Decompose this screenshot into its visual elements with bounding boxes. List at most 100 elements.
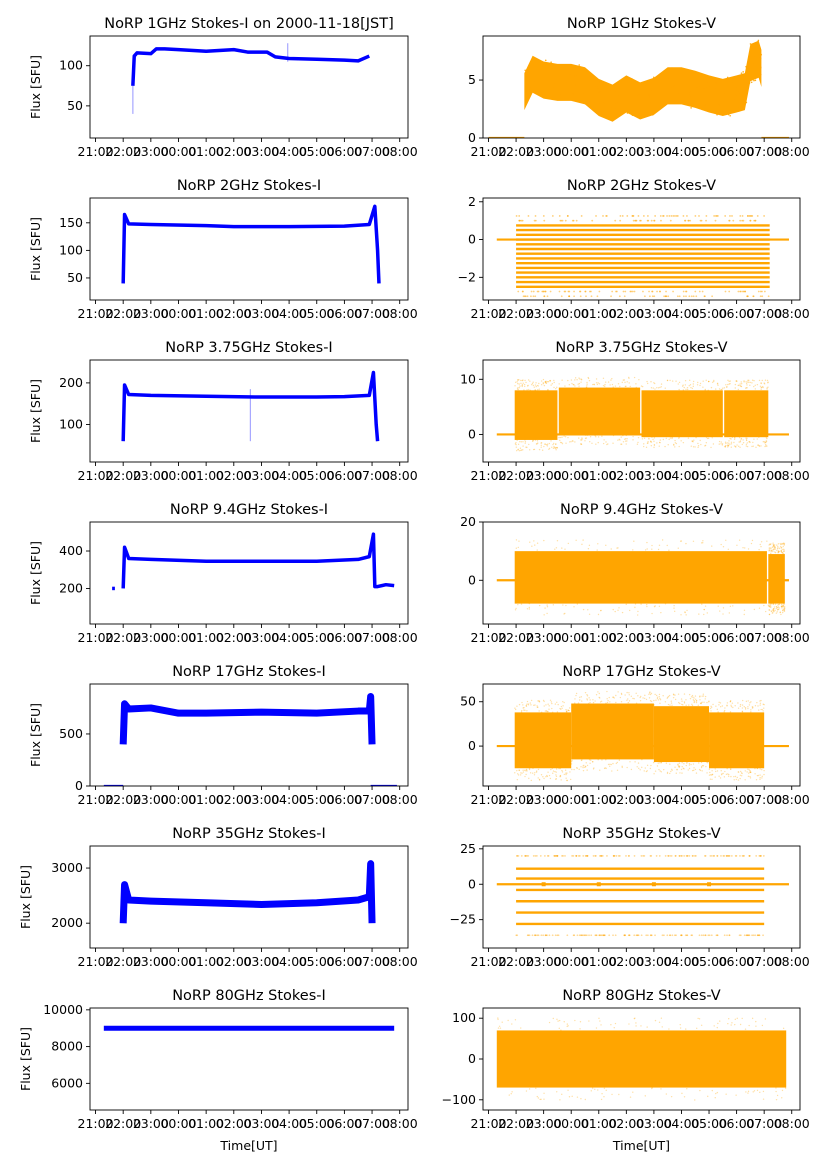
data-point (678, 701, 680, 704)
data-point (697, 704, 700, 706)
data-point (710, 706, 713, 708)
data-point (656, 696, 659, 699)
data-point (774, 603, 777, 605)
data-point (586, 381, 588, 384)
data-point (682, 290, 685, 293)
data-point (637, 94, 640, 97)
data-point (615, 290, 617, 293)
data-point (616, 547, 618, 549)
chart-title: NoRP 80GHz Stokes-I (172, 988, 326, 1004)
data-point (589, 440, 591, 443)
data-point (719, 777, 722, 779)
data-point (658, 544, 661, 547)
data-point (561, 379, 563, 381)
data-point (609, 701, 611, 703)
data-line (119, 692, 376, 745)
data-point (635, 1022, 637, 1024)
data-point (528, 443, 530, 446)
data-point (543, 700, 545, 703)
data-point (597, 436, 600, 438)
data-point (693, 100, 695, 103)
data-point (515, 444, 517, 446)
data-point (525, 705, 528, 707)
data-point (614, 219, 617, 222)
data-point (783, 544, 785, 546)
data-point (558, 93, 561, 96)
data-point (768, 609, 771, 611)
data-point (531, 545, 533, 547)
data-point (783, 543, 785, 545)
data-point (775, 607, 777, 610)
data-point (648, 290, 650, 293)
data-point (526, 85, 528, 88)
data-point (576, 70, 579, 73)
data-point (737, 707, 740, 709)
data-point (620, 443, 623, 445)
data-point (648, 295, 651, 298)
data-point (632, 1091, 634, 1093)
data-point (623, 934, 626, 937)
data-point (730, 89, 732, 92)
y-tick-label: 100 (59, 242, 83, 257)
data-point (730, 441, 733, 443)
data-point (758, 379, 761, 382)
data-point (670, 702, 673, 704)
data-point (556, 447, 558, 449)
data-point (553, 379, 555, 382)
data-point (766, 540, 768, 542)
data-point (528, 65, 530, 68)
noise-block (724, 390, 769, 438)
x-tick-label: 23:00 (133, 630, 169, 645)
data-point (556, 711, 559, 713)
data-point (756, 701, 758, 704)
data-point (671, 67, 673, 69)
data-point (706, 437, 709, 440)
data-point (536, 290, 539, 293)
data-point (702, 765, 705, 767)
data-point (739, 385, 742, 387)
data-point (561, 771, 564, 773)
data-point (691, 769, 694, 772)
x-tick-label: 07:00 (746, 630, 782, 645)
data-point (730, 768, 732, 770)
data-point (524, 100, 527, 103)
data-point (772, 603, 774, 605)
data-point (676, 768, 678, 771)
y-tick-label: 50 (67, 270, 83, 285)
data-point (773, 544, 775, 547)
x-tick-label: 07:00 (746, 306, 782, 321)
data-point (693, 855, 696, 857)
data-point (760, 53, 762, 56)
data-point (565, 710, 568, 712)
data-point (746, 445, 749, 448)
data-point (673, 607, 675, 609)
data-point (606, 698, 608, 700)
data-point (759, 67, 761, 70)
data-point (606, 112, 608, 115)
data-point (556, 934, 559, 937)
chart-title: NoRP 9.4GHz Stokes-V (560, 502, 723, 518)
data-point (603, 1096, 605, 1098)
data-point (584, 99, 587, 102)
x-tick-label: 21:00 (78, 954, 114, 969)
data-point (581, 543, 583, 546)
data-point (663, 295, 666, 298)
data-point (751, 215, 754, 217)
data-point (736, 544, 738, 547)
data-point (565, 82, 568, 85)
data-point (591, 1087, 594, 1089)
data-point (601, 759, 603, 761)
data-point (601, 855, 604, 857)
x-tick-label: 03:00 (636, 630, 672, 645)
data-point (753, 79, 755, 82)
data-point (710, 446, 712, 449)
data-point (549, 699, 552, 702)
data-point (615, 701, 617, 704)
y-tick-label: 0 (75, 778, 83, 793)
data-point (540, 711, 543, 713)
data-point (534, 389, 536, 391)
data-point (720, 773, 723, 776)
data-point (760, 699, 762, 702)
data-point (650, 387, 653, 389)
data-point (784, 608, 786, 610)
